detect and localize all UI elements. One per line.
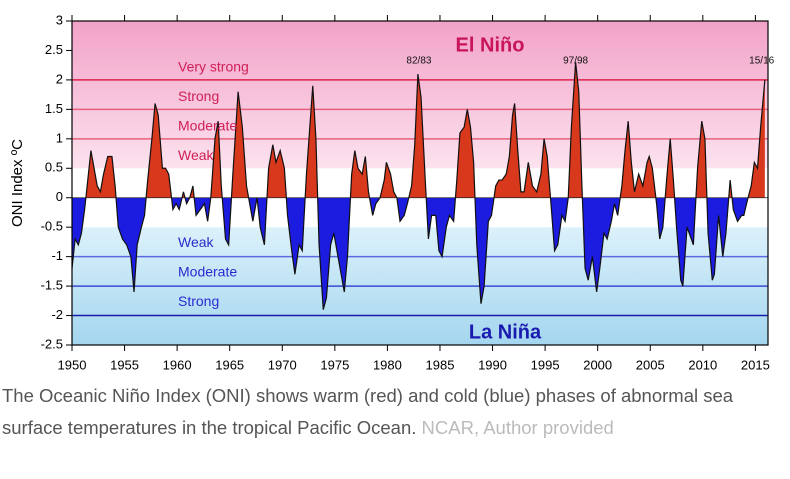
la-nina-label: La Niña bbox=[469, 321, 542, 343]
y-tick-label: 1 bbox=[56, 130, 63, 145]
annotation: 15/16 bbox=[749, 56, 774, 67]
x-tick-label: 1975 bbox=[320, 357, 349, 372]
x-tick-label: 1965 bbox=[215, 357, 244, 372]
y-tick-label: 3 bbox=[56, 12, 63, 27]
y-tick-label: -1 bbox=[51, 248, 63, 263]
x-tick-label: 1980 bbox=[373, 357, 402, 372]
threshold-label: Weak bbox=[178, 234, 215, 250]
y-tick-label: 0 bbox=[56, 189, 63, 204]
positive-area bbox=[72, 62, 765, 198]
threshold-label: Strong bbox=[178, 88, 219, 104]
caption-source: NCAR, Author provided bbox=[421, 417, 614, 438]
y-tick-label: -1.5 bbox=[41, 278, 63, 293]
threshold-label: Strong bbox=[178, 293, 219, 309]
threshold-label: Weak bbox=[178, 147, 215, 163]
x-tick-label: 2015 bbox=[741, 357, 770, 372]
annotation: 82/83 bbox=[406, 56, 431, 67]
x-tick-label: 2010 bbox=[688, 357, 717, 372]
chart: ONI Index ºC Very strong Strong Moderate We… bbox=[9, 12, 775, 372]
x-tick-label: 2005 bbox=[636, 357, 665, 372]
x-tick-label: 1985 bbox=[426, 357, 455, 372]
plot-frame bbox=[71, 20, 769, 346]
x-tick-label: 2000 bbox=[583, 357, 612, 372]
x-tick-label: 1995 bbox=[531, 357, 560, 372]
caption: The Oceanic Niño Index (ONI) shows warm … bbox=[2, 380, 782, 444]
el-nino-label: El Niño bbox=[456, 34, 525, 56]
y-tick-label: -2.5 bbox=[41, 336, 63, 351]
threshold-label: Moderate bbox=[178, 263, 237, 279]
y-tick-label: -0.5 bbox=[41, 219, 63, 234]
x-tick-label: 1960 bbox=[163, 357, 192, 372]
negative-area bbox=[72, 197, 749, 310]
y-tick-label: 2 bbox=[56, 71, 63, 86]
x-tick-label: 1950 bbox=[58, 357, 87, 372]
y-tick-label: 0.5 bbox=[45, 160, 63, 175]
x-tick-label: 1970 bbox=[268, 357, 297, 372]
x-tick-label: 1990 bbox=[478, 357, 507, 372]
threshold-label: Moderate bbox=[178, 118, 237, 134]
x-tick-label: 1955 bbox=[110, 357, 139, 372]
y-axis-label: ONI Index ºC bbox=[9, 139, 26, 227]
y-tick-label: 2.5 bbox=[45, 42, 63, 57]
y-tick-label: -2 bbox=[51, 307, 63, 322]
annotation: 97/98 bbox=[563, 56, 588, 67]
y-tick-label: 1.5 bbox=[45, 101, 63, 116]
caption-text: The Oceanic Niño Index (ONI) shows warm … bbox=[2, 385, 734, 438]
threshold-label: Very strong bbox=[178, 59, 249, 75]
